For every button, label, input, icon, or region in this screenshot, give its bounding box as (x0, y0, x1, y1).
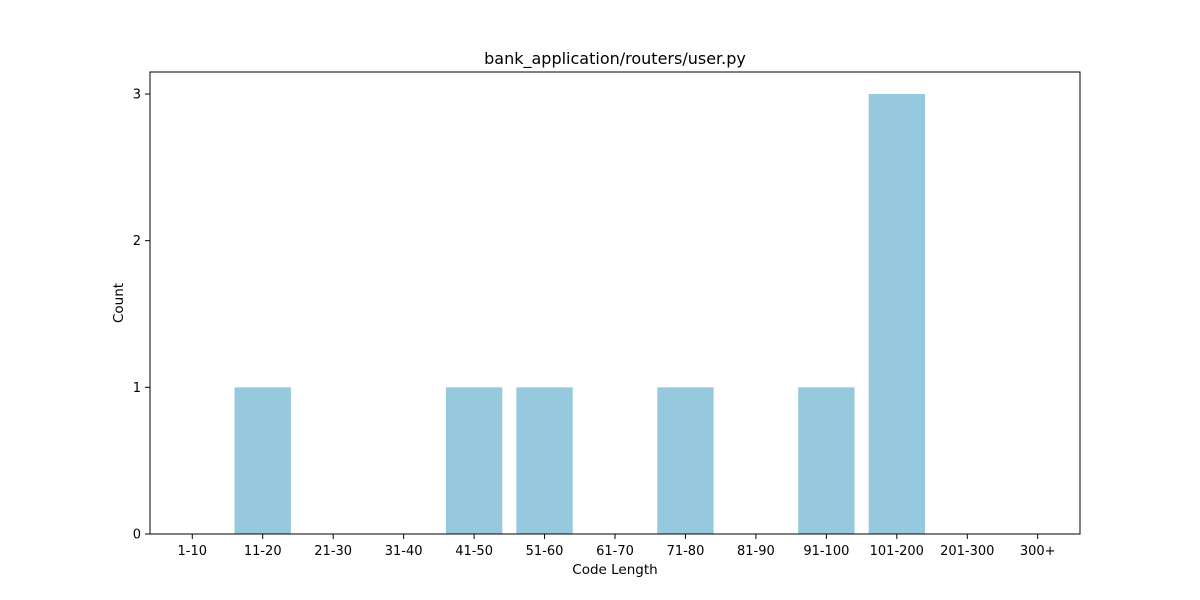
bar-51-60 (516, 387, 573, 534)
x-tick-label: 300+ (1020, 544, 1056, 559)
x-tick-label: 21-30 (314, 544, 352, 559)
y-tick-label: 1 (133, 381, 141, 396)
y-tick-label: 3 (133, 88, 141, 103)
bar-41-50 (445, 387, 503, 534)
x-tick-label: 1-10 (178, 544, 208, 559)
chart-title: bank_application/routers/user.py (484, 49, 746, 69)
x-tick-label: 51-60 (526, 544, 564, 559)
x-tick-label: 101-200 (870, 544, 924, 559)
x-tick-label: 11-20 (244, 544, 282, 559)
y-axis-ticks: 0 1 2 3 (133, 88, 150, 543)
x-tick-label: 201-300 (940, 544, 994, 559)
y-tick-label: 2 (133, 234, 141, 249)
bar-91-100 (798, 387, 855, 534)
x-tick-label: 61-70 (596, 544, 634, 559)
x-tick-label: 41-50 (455, 544, 493, 559)
x-tick-label: 31-40 (385, 544, 423, 559)
x-axis-ticks: 1-10 11-20 21-30 31-40 41-50 51-60 61-70 71-80 8… (178, 534, 1056, 559)
bars-group (234, 94, 925, 534)
x-axis-label: Code Length (572, 562, 657, 578)
x-tick-label: 91-100 (803, 544, 849, 559)
x-tick-label: 81-90 (737, 544, 775, 559)
y-tick-label: 0 (133, 528, 141, 543)
bar-71-80 (657, 387, 714, 534)
bar-11-20 (234, 387, 291, 534)
y-axis-label: Count (111, 283, 127, 323)
bar-101-200 (868, 94, 925, 534)
x-tick-label: 71-80 (667, 544, 705, 559)
